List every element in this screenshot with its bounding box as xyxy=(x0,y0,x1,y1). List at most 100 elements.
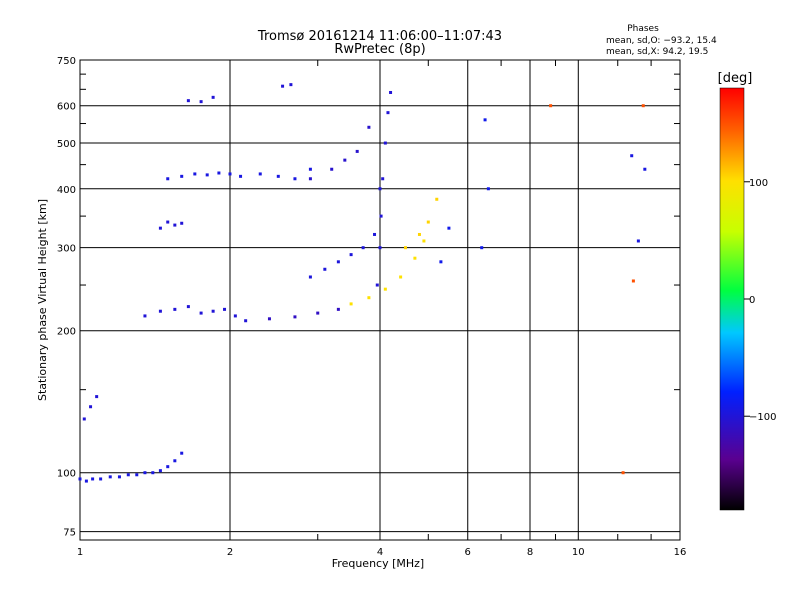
data-point xyxy=(89,405,93,409)
data-point xyxy=(308,177,312,181)
x-tick-label: 6 xyxy=(465,547,471,558)
y-tick-label: 200 xyxy=(57,327,76,338)
data-point xyxy=(486,187,490,191)
data-point xyxy=(186,305,190,309)
y-axis-label: Stationary phase Virtual Height [km] xyxy=(36,199,49,401)
y-tick-label: 500 xyxy=(57,139,76,150)
data-point xyxy=(435,197,439,201)
data-point xyxy=(281,84,285,88)
data-points xyxy=(78,83,647,483)
data-point xyxy=(289,83,293,87)
x-tick-labels: 1 2 4 6 8 10 16 xyxy=(77,547,687,558)
data-point xyxy=(211,309,215,313)
data-point xyxy=(239,174,243,178)
data-point xyxy=(631,279,635,283)
data-point xyxy=(95,395,99,399)
colorbar-ticks: 100 0 −100 xyxy=(744,178,776,423)
minor-ticks xyxy=(80,60,680,540)
data-point xyxy=(267,317,271,321)
data-point xyxy=(108,475,112,479)
data-point xyxy=(483,118,487,122)
data-point xyxy=(426,220,430,224)
data-point xyxy=(355,149,359,153)
chart-title-line1: Tromsø 20161214 11:06:00–11:07:43 xyxy=(257,29,502,44)
data-point xyxy=(386,111,390,115)
data-point xyxy=(173,459,177,463)
data-point xyxy=(330,167,334,171)
data-point xyxy=(621,471,625,475)
data-point xyxy=(375,283,379,287)
data-point xyxy=(82,417,86,421)
data-point xyxy=(84,479,88,483)
data-point xyxy=(349,253,353,257)
data-point xyxy=(99,477,103,481)
data-point xyxy=(323,267,327,271)
data-point xyxy=(383,287,387,291)
y-tick-label: 750 xyxy=(57,56,76,67)
data-point xyxy=(549,104,553,108)
data-point xyxy=(143,314,147,318)
data-point xyxy=(199,311,203,315)
data-point xyxy=(126,473,130,477)
y-tick-labels: 75 100 200 300 400 500 600 750 xyxy=(57,56,76,539)
data-point xyxy=(413,256,417,260)
data-point xyxy=(439,260,443,264)
colorbar-tick-label: 100 xyxy=(749,178,768,189)
data-point xyxy=(78,477,82,481)
data-point xyxy=(158,226,162,230)
data-point xyxy=(383,141,387,145)
data-point xyxy=(151,471,155,475)
data-point xyxy=(91,477,95,481)
data-point xyxy=(223,307,227,311)
data-point xyxy=(276,174,280,178)
data-point xyxy=(217,171,221,175)
data-point xyxy=(308,167,312,171)
data-point xyxy=(367,125,371,129)
data-point xyxy=(199,100,203,104)
data-point xyxy=(361,246,365,250)
data-point xyxy=(378,187,382,191)
data-point xyxy=(399,275,403,279)
data-point xyxy=(381,177,385,181)
x-axis-label: Frequency [MHz] xyxy=(332,557,424,570)
colorbar-tick-label: −100 xyxy=(749,412,776,423)
data-point xyxy=(211,95,215,99)
phases-mean-o: mean, sd,O: −93.2, 15.4 xyxy=(606,36,717,46)
data-point xyxy=(117,475,121,479)
data-point xyxy=(258,172,262,176)
y-tick-label: 300 xyxy=(57,244,76,255)
data-point xyxy=(173,223,177,227)
data-point xyxy=(373,232,377,236)
y-tick-label: 600 xyxy=(57,102,76,113)
data-point xyxy=(205,173,209,177)
data-point xyxy=(173,307,177,311)
data-point xyxy=(379,214,383,218)
data-point xyxy=(143,471,147,475)
colorbar-tick-label: 0 xyxy=(749,295,755,306)
data-point xyxy=(228,172,232,176)
data-point xyxy=(308,275,312,279)
colorbar xyxy=(719,87,745,511)
y-tick-label: 400 xyxy=(57,185,76,196)
data-point xyxy=(316,311,320,315)
data-point xyxy=(343,158,347,162)
phases-heading: Phases xyxy=(627,24,659,34)
data-point xyxy=(641,104,645,108)
data-point xyxy=(166,465,170,469)
data-point xyxy=(630,154,634,158)
phases-mean-x: mean, sd,X: 94.2, 19.5 xyxy=(606,47,708,57)
x-tick-label: 8 xyxy=(527,547,533,558)
y-tick-label: 100 xyxy=(57,469,76,480)
data-point xyxy=(336,260,340,264)
x-tick-label: 2 xyxy=(227,547,233,558)
data-point xyxy=(135,473,139,477)
x-tick-label: 1 xyxy=(77,547,83,558)
data-point xyxy=(422,239,426,243)
data-point xyxy=(643,167,647,171)
data-point xyxy=(349,302,353,306)
data-point xyxy=(403,246,407,250)
data-point xyxy=(233,314,237,318)
data-point xyxy=(186,99,190,103)
data-point xyxy=(166,177,170,181)
